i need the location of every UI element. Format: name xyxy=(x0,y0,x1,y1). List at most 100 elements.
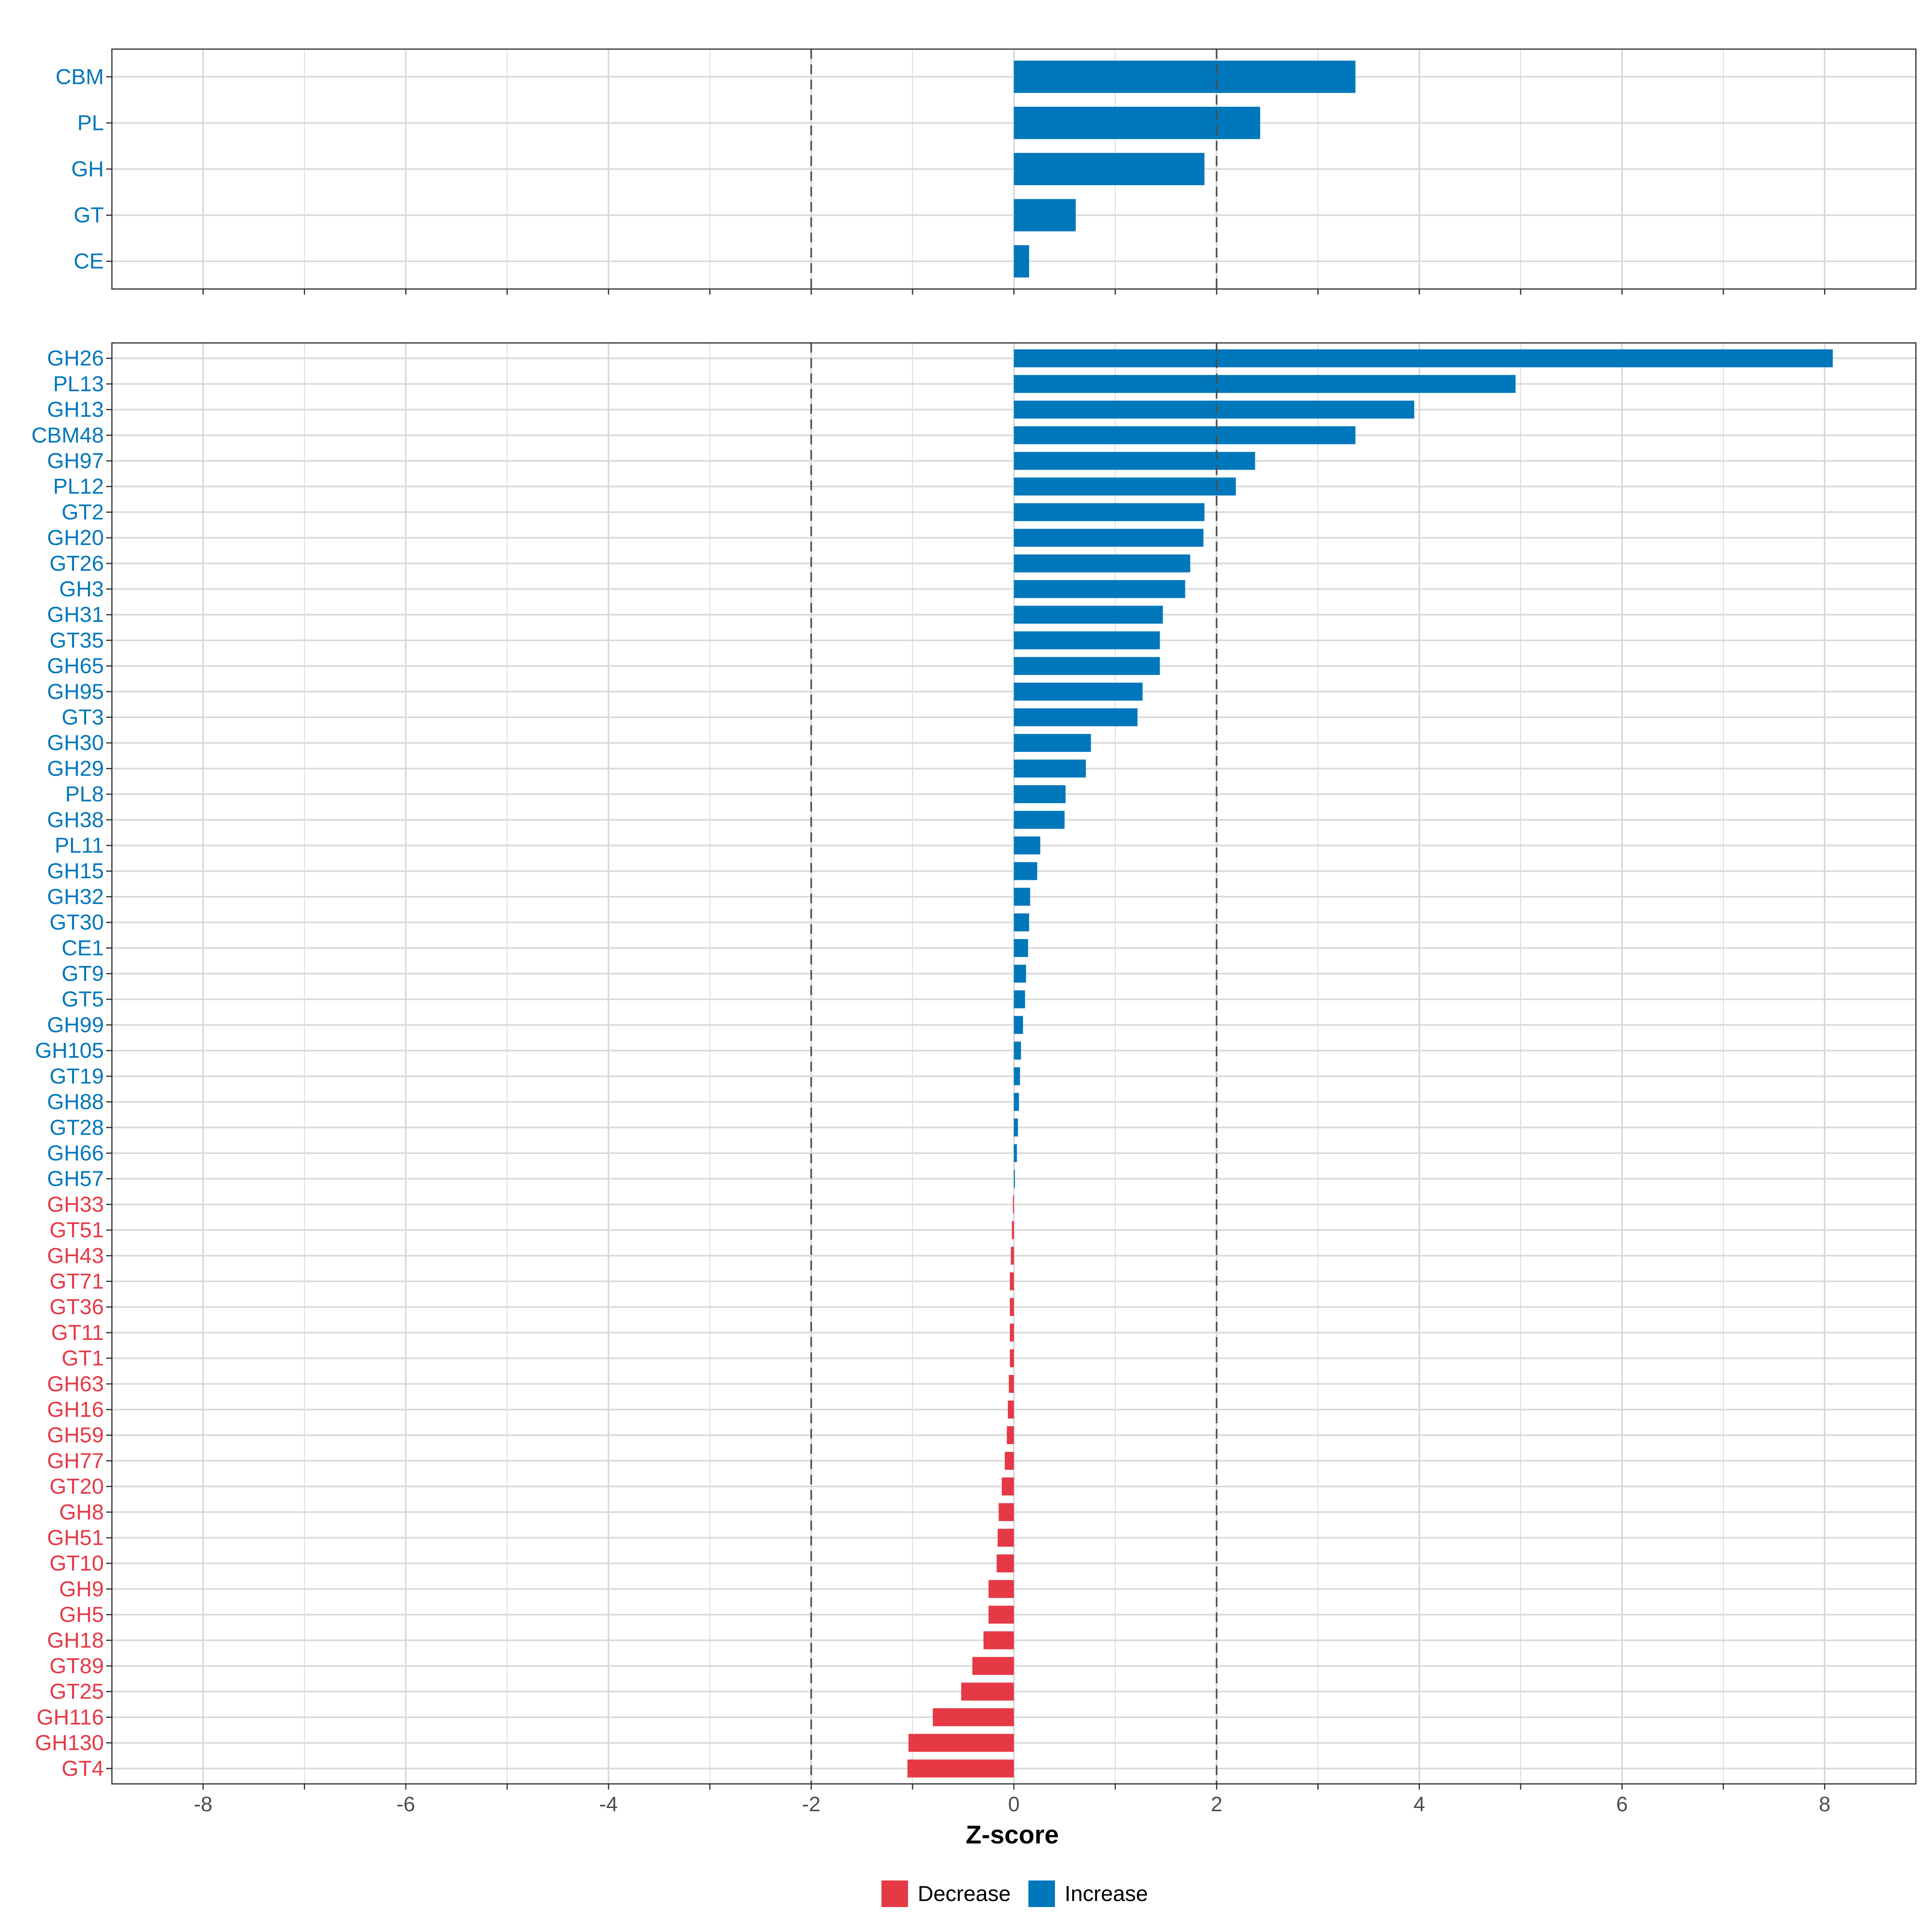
category-label: GT71 xyxy=(50,1269,104,1293)
category-label: GH116 xyxy=(37,1705,104,1729)
bar-GT4 xyxy=(907,1759,1014,1778)
category-label: GT35 xyxy=(50,628,104,652)
x-tick-label: -4 xyxy=(599,1793,618,1816)
category-label: GH65 xyxy=(47,654,104,678)
category-label: PL xyxy=(77,111,104,135)
bar-CE xyxy=(1014,245,1029,278)
bar-GH77 xyxy=(1005,1452,1014,1470)
category-label: GH18 xyxy=(47,1628,104,1652)
bar-GH130 xyxy=(908,1734,1014,1752)
bar-GH51 xyxy=(997,1529,1014,1547)
bar-GH65 xyxy=(1014,657,1160,675)
category-label: GH xyxy=(71,157,104,181)
bar-GH16 xyxy=(1007,1400,1014,1419)
bar-GH105 xyxy=(1014,1041,1021,1060)
category-label: GH20 xyxy=(47,526,104,550)
legend-swatch-decrease xyxy=(881,1880,908,1907)
category-label: GH59 xyxy=(47,1423,104,1447)
category-label: GH3 xyxy=(59,577,104,601)
bar-GH95 xyxy=(1014,683,1143,701)
category-label: GH9 xyxy=(59,1577,104,1601)
bar-GT26 xyxy=(1014,554,1191,573)
bar-GH30 xyxy=(1014,734,1091,752)
bar-GH20 xyxy=(1014,528,1203,547)
x-axis-title: Z-score xyxy=(966,1820,1059,1849)
category-label: GT1 xyxy=(62,1346,104,1371)
category-label: GH99 xyxy=(47,1013,104,1037)
bar-GT20 xyxy=(1001,1477,1014,1496)
bar-GT89 xyxy=(972,1657,1014,1675)
bar-GH99 xyxy=(1014,1016,1023,1034)
bar-GH13 xyxy=(1014,400,1414,419)
category-label: PL8 xyxy=(65,782,104,806)
legend: Decrease Increase xyxy=(881,1880,1148,1907)
bar-GH18 xyxy=(983,1631,1014,1649)
bar-PL8 xyxy=(1014,785,1066,803)
bar-CBM48 xyxy=(1014,426,1356,444)
x-tick-label: -6 xyxy=(396,1793,415,1816)
bar-GH9 xyxy=(989,1580,1014,1598)
bar-GH38 xyxy=(1014,811,1065,829)
category-label: GH33 xyxy=(47,1192,104,1216)
x-tick-label: -8 xyxy=(194,1793,212,1816)
x-tick-label: 4 xyxy=(1414,1793,1425,1816)
category-label: GT36 xyxy=(50,1295,104,1319)
category-label: GH16 xyxy=(47,1397,104,1422)
category-label: GT51 xyxy=(50,1218,104,1242)
x-tick-label: 0 xyxy=(1008,1793,1020,1816)
category-label: GH51 xyxy=(47,1525,104,1550)
bar-GH59 xyxy=(1007,1426,1014,1444)
category-label: GT xyxy=(74,203,104,227)
category-label: GT89 xyxy=(50,1654,104,1678)
bar-GT9 xyxy=(1014,964,1026,983)
category-label: GT26 xyxy=(50,551,104,576)
bar-GH66 xyxy=(1014,1144,1017,1162)
category-label: GT4 xyxy=(62,1757,104,1781)
bar-GT36 xyxy=(1009,1298,1014,1316)
bar-GH43 xyxy=(1011,1247,1014,1265)
bar-GH32 xyxy=(1014,888,1030,906)
category-label: CBM xyxy=(56,65,104,89)
category-label: GH77 xyxy=(47,1449,104,1473)
bar-GH31 xyxy=(1014,605,1163,624)
bar-GT71 xyxy=(1009,1272,1014,1290)
bar-GH15 xyxy=(1014,862,1037,880)
category-label: GT28 xyxy=(50,1115,104,1139)
category-label: PL12 xyxy=(53,475,104,499)
category-label: GH130 xyxy=(35,1731,104,1755)
category-label: PL13 xyxy=(53,372,104,396)
bar-GH57 xyxy=(1014,1170,1015,1188)
bar-GT10 xyxy=(997,1554,1014,1573)
category-label: GH26 xyxy=(47,346,104,370)
bar-GH97 xyxy=(1014,452,1255,470)
bar-GT30 xyxy=(1014,913,1029,931)
category-label: GH95 xyxy=(47,679,104,704)
category-label: PL11 xyxy=(55,834,104,858)
bar-GH26 xyxy=(1014,349,1833,367)
bar-GT3 xyxy=(1014,708,1138,727)
x-tick-label: 6 xyxy=(1616,1793,1628,1816)
category-label: GH88 xyxy=(47,1090,104,1114)
category-label: CE1 xyxy=(62,936,104,960)
bar-GT1 xyxy=(1009,1349,1014,1367)
legend-swatch-increase xyxy=(1028,1880,1055,1907)
bar-GT51 xyxy=(1011,1221,1014,1239)
bar-GT25 xyxy=(961,1682,1014,1701)
category-label: GH30 xyxy=(47,731,104,755)
category-label: GH105 xyxy=(35,1038,104,1063)
bar-GT5 xyxy=(1014,990,1025,1009)
category-label: CBM48 xyxy=(31,423,104,447)
legend-label-increase: Increase xyxy=(1065,1882,1148,1906)
bar-GH63 xyxy=(1009,1375,1014,1393)
family-level-panel: GH26PL13GH13CBM48GH97PL12GT2GH20GT26GH3G… xyxy=(31,342,1917,1790)
bar-PL xyxy=(1014,107,1260,139)
bar-GT19 xyxy=(1014,1067,1020,1086)
category-label: GH57 xyxy=(47,1167,104,1191)
legend-label-decrease: Decrease xyxy=(918,1882,1011,1906)
category-label: GH5 xyxy=(59,1603,104,1627)
category-label: GH15 xyxy=(47,859,104,883)
category-label: GH38 xyxy=(47,808,104,832)
category-label: GT9 xyxy=(62,962,104,986)
x-tick-label: 8 xyxy=(1819,1793,1831,1816)
